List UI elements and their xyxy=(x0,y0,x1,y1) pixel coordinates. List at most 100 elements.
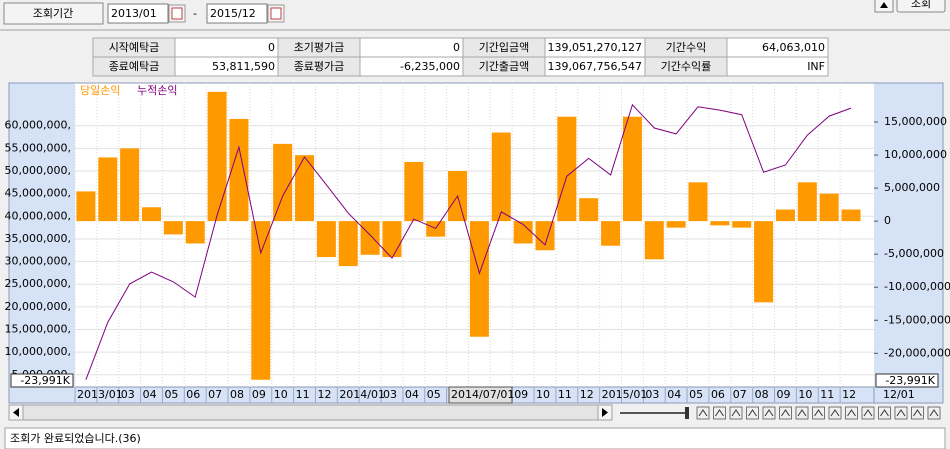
status-text: 조회가 완료되었습니다.(36) xyxy=(10,432,141,445)
bar xyxy=(295,155,315,222)
tool-glyph xyxy=(929,409,939,417)
tool-glyph xyxy=(896,409,906,417)
x-tick-label: 04 xyxy=(143,388,157,401)
x-tick-label: 08 xyxy=(230,388,244,401)
up-icon xyxy=(880,2,888,8)
tool-glyph xyxy=(715,409,724,417)
bar xyxy=(622,116,642,222)
bar xyxy=(469,221,489,337)
x-tick-label: 2013/01 xyxy=(77,388,123,401)
end-date: 2015/12 xyxy=(210,7,256,20)
bar xyxy=(382,221,402,258)
x-tick-label: 12 xyxy=(842,388,856,401)
value-text: INF xyxy=(807,60,825,73)
tool-glyph xyxy=(847,409,856,417)
bar xyxy=(797,182,817,222)
cursor-label: 2014/07/01 xyxy=(451,388,514,401)
x-tick-label: 07 xyxy=(208,388,222,401)
zoom-thumb[interactable] xyxy=(685,407,689,419)
x-tick-label: 11 xyxy=(820,388,834,401)
bar xyxy=(273,143,293,222)
y2-tick-label: -15,000,000 xyxy=(884,313,950,326)
value-text: 0 xyxy=(453,41,460,54)
y2-tick-label: 0 xyxy=(884,214,891,227)
y2-tick-label: 5,000,000 xyxy=(884,181,940,194)
tool-glyph xyxy=(764,409,774,417)
tool-icon xyxy=(845,406,858,420)
summary-table: 시작예탁금 0 초기평가금 0 기간입금액 139,051,270,127 기간수익 64,0… xyxy=(92,37,829,77)
start-input[interactable] xyxy=(107,3,169,24)
tool-glyph xyxy=(748,409,757,417)
value-cell xyxy=(174,37,279,58)
tool-glyph xyxy=(781,409,790,417)
query-button[interactable] xyxy=(896,0,946,13)
bar xyxy=(710,221,730,226)
tool-icon xyxy=(911,406,924,420)
x-tick-label: 10 xyxy=(536,388,550,401)
bar xyxy=(98,157,118,222)
bar xyxy=(754,221,774,303)
tool-icon xyxy=(894,406,908,420)
bar xyxy=(207,91,227,222)
bar xyxy=(513,221,533,244)
x-tick-label: 09 xyxy=(777,388,791,401)
header-text: 종료예탁금 xyxy=(109,60,160,73)
period-label: 조회기간 xyxy=(33,7,73,20)
chart: 5,000,000,10,000,000,15,000,000,20,000,0… xyxy=(5,83,950,404)
status-box xyxy=(4,427,946,449)
bar xyxy=(404,161,424,222)
tool-icon xyxy=(795,406,809,420)
right-axis-panel xyxy=(874,83,943,403)
x-tick-label: 04 xyxy=(667,388,681,401)
bar xyxy=(491,132,511,222)
y2-tick-label: 10,000,000 xyxy=(884,148,947,161)
tool-icon xyxy=(861,406,875,420)
tool-icon xyxy=(779,406,792,420)
tool-icon xyxy=(878,406,891,420)
tool-glyph xyxy=(797,409,807,417)
y-tick-label: 15,000,000, xyxy=(5,322,71,335)
scrollbar[interactable] xyxy=(8,404,613,421)
arrow-icon xyxy=(13,408,19,417)
bar xyxy=(601,221,621,246)
bar xyxy=(579,198,599,222)
line xyxy=(85,103,852,380)
x-tick-label: 08 xyxy=(755,388,769,401)
y-tick-label: 20,000,000, xyxy=(5,300,71,313)
header-text: 종료평가금 xyxy=(294,60,345,73)
tool-icon xyxy=(729,406,743,420)
x-tick-label: 2015/01 xyxy=(602,388,648,401)
value-text: -6,235,000 xyxy=(400,60,460,73)
tool-icon xyxy=(828,406,842,420)
value-text: 0 xyxy=(268,41,275,54)
y-tick-label: 10,000,000, xyxy=(5,345,71,358)
bar xyxy=(644,221,664,260)
tool-glyph xyxy=(880,409,889,417)
tool-icon xyxy=(927,406,941,420)
x-tick-label: 05 xyxy=(164,388,178,401)
query-label: 조회 xyxy=(911,0,931,10)
tool-icon xyxy=(696,406,710,420)
calendar-icon xyxy=(171,7,183,20)
x-tick-label: 06 xyxy=(711,388,725,401)
header-text: 기간입금액 xyxy=(479,41,530,54)
bar xyxy=(76,191,96,222)
x-tick-label: 03 xyxy=(121,388,135,401)
value-cell xyxy=(726,56,829,77)
x-tick-label: 05 xyxy=(427,388,441,401)
y2-tick-label: -10,000,000 xyxy=(884,280,950,293)
bar xyxy=(229,118,249,222)
tool-glyph xyxy=(913,409,922,417)
x-tick-label: 03 xyxy=(383,388,397,401)
value-text: 139,051,270,127 xyxy=(548,41,642,54)
arrow-icon xyxy=(602,408,608,417)
header-text: 시작예탁금 xyxy=(109,41,160,54)
x-tick-label: 04 xyxy=(405,388,419,401)
tool-icon xyxy=(762,406,776,420)
value-text: 139,067,756,547 xyxy=(548,60,642,73)
start-date: 2013/01 xyxy=(111,7,157,20)
x-tick-label: 05 xyxy=(689,388,703,401)
x-tick-label: 2014/01 xyxy=(339,388,385,401)
end-input[interactable] xyxy=(206,3,268,24)
